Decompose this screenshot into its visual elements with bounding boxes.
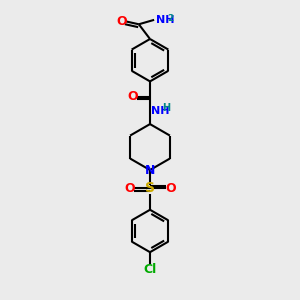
Text: O: O <box>124 182 135 195</box>
Text: O: O <box>117 15 127 28</box>
Text: H: H <box>162 103 170 113</box>
Text: N: N <box>145 164 155 176</box>
Text: 2: 2 <box>167 14 174 22</box>
Text: S: S <box>145 181 155 195</box>
Text: NH: NH <box>151 106 170 116</box>
Text: NH: NH <box>157 15 175 25</box>
Text: O: O <box>127 90 138 103</box>
Text: Cl: Cl <box>143 263 157 276</box>
Text: O: O <box>165 182 175 195</box>
